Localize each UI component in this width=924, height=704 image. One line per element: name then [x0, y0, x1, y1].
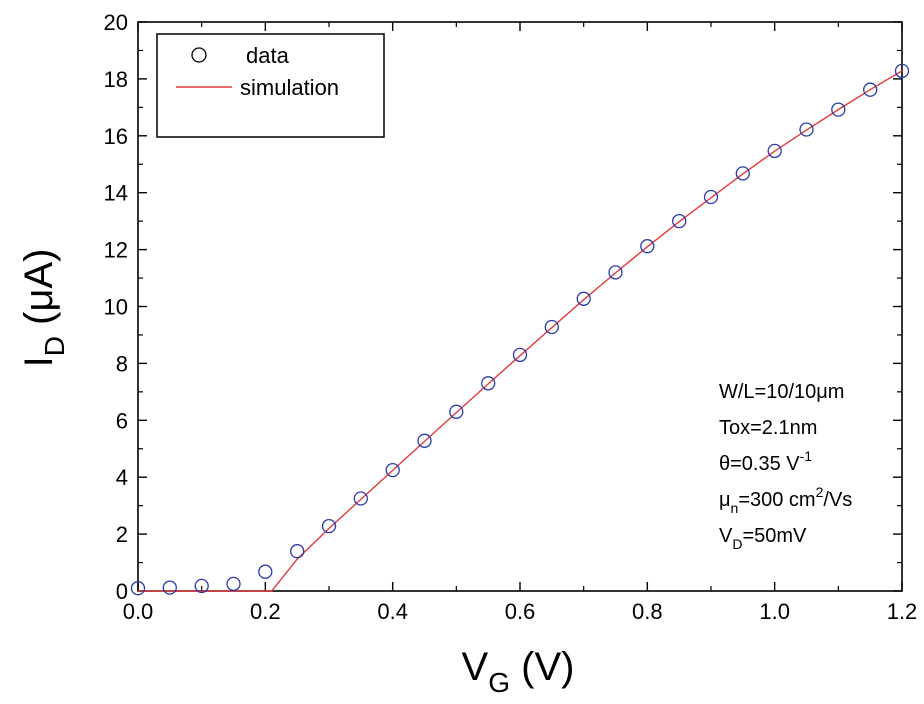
y-tick-label: 20 [104, 10, 128, 35]
x-tick-label: 1.2 [887, 599, 918, 624]
parameter-line: VD=50mV [719, 525, 807, 552]
y-axis-title: ID (μA) [17, 249, 70, 368]
data-point [640, 239, 655, 254]
device-parameters: W/L=10/10μm Tox=2.1nm θ=0.35 V-1 μn=300 cm2… [719, 381, 852, 552]
data-point [703, 189, 719, 205]
x-axis-title: VG (V) [462, 645, 575, 698]
data-point [481, 376, 496, 391]
parameter-line: μn=300 cm2/Vs [719, 484, 852, 516]
data-point [512, 347, 528, 363]
y-tick-label: 2 [116, 522, 128, 547]
y-tick-label: 6 [116, 408, 128, 433]
x-tick-label: 0.2 [250, 599, 281, 624]
data-point [162, 580, 177, 595]
data-point [130, 581, 146, 596]
data-point [672, 213, 687, 229]
data-point [258, 564, 273, 579]
x-tick-label: 0.6 [505, 599, 536, 624]
data-point [449, 404, 464, 419]
data-point [735, 166, 750, 181]
data-point [894, 63, 910, 79]
legend: data simulation [156, 33, 385, 138]
data-point [353, 491, 368, 506]
legend-marker-data [191, 47, 207, 63]
legend-label-simulation: simulation [240, 75, 339, 100]
y-tick-label: 12 [104, 238, 128, 263]
data-point [767, 143, 782, 159]
x-tick-label: 0.4 [377, 599, 408, 624]
y-tick-label: 18 [104, 67, 128, 92]
parameter-line: W/L=10/10μm [719, 381, 844, 403]
y-tick-label: 14 [104, 181, 128, 206]
legend-label-data: data [246, 43, 290, 68]
data-point [576, 291, 591, 306]
data-point [608, 265, 623, 280]
data-point [385, 462, 400, 478]
data-point [321, 518, 337, 534]
y-tick-label: 10 [104, 295, 128, 320]
data-point [831, 102, 846, 117]
data-point [799, 122, 814, 137]
simulation-line [138, 70, 903, 592]
x-tick-label: 0.0 [123, 599, 154, 624]
data-point [194, 578, 209, 594]
y-tick-label: 4 [116, 465, 128, 490]
data-point [226, 576, 241, 592]
parameter-line: Tox=2.1nm [719, 417, 817, 439]
x-tick-label: 1.0 [759, 599, 790, 624]
data-point [290, 544, 305, 559]
data-point [417, 433, 432, 448]
y-tick-label: 0 [116, 579, 128, 604]
y-tick-label: 16 [104, 124, 128, 149]
x-tick-label: 0.8 [632, 599, 663, 624]
legend-box [156, 33, 385, 138]
parameter-line: θ=0.35 V-1 [719, 448, 812, 475]
y-tick-label: 8 [116, 351, 128, 376]
data-point [544, 319, 559, 335]
data-point [863, 82, 878, 97]
